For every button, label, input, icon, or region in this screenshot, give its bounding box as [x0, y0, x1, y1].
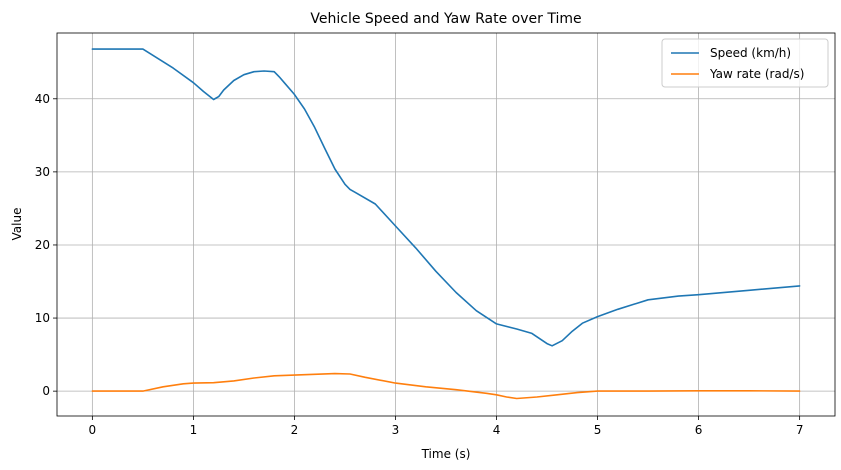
x-tick-label: 2 — [291, 423, 299, 437]
x-tick-label: 7 — [796, 423, 804, 437]
series-line-0 — [91, 48, 801, 347]
series-line-1 — [91, 372, 801, 400]
chart-title: Vehicle Speed and Yaw Rate over Time — [310, 11, 581, 27]
plot-background — [57, 33, 835, 416]
x-tick-label: 4 — [493, 423, 501, 437]
x-tick-label: 6 — [695, 423, 703, 437]
y-tick-label: 0 — [42, 384, 50, 398]
y-tick-label: 20 — [35, 238, 50, 252]
x-tick-label: 3 — [392, 423, 400, 437]
y-tick-label: 30 — [35, 165, 50, 179]
y-tick-label: 40 — [35, 92, 50, 106]
x-axis-label: Time (s) — [421, 447, 471, 461]
legend: Speed (km/h) Yaw rate (rad/s) — [661, 38, 829, 88]
x-tick-label: 1 — [190, 423, 198, 437]
grid — [57, 33, 835, 416]
x-tick-label: 0 — [89, 423, 97, 437]
legend-box — [661, 38, 829, 88]
y-axis-label: Value — [10, 208, 24, 241]
y-tick-label: 10 — [35, 311, 50, 325]
series-lines — [91, 48, 801, 400]
y-ticks: 0 10 20 30 40 — [35, 92, 57, 398]
legend-label-yaw-rate: Yaw rate (rad/s) — [709, 67, 804, 81]
x-ticks: 0 1 2 3 4 5 6 7 — [89, 416, 804, 437]
x-tick-label: 5 — [594, 423, 602, 437]
legend-label-speed: Speed (km/h) — [710, 46, 791, 60]
plot-frame — [56, 32, 836, 417]
